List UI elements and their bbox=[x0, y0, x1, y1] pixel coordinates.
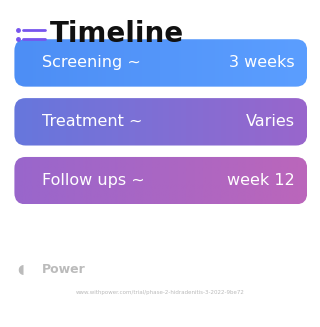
Text: ◖: ◖ bbox=[18, 263, 24, 276]
Text: Power: Power bbox=[42, 263, 85, 276]
FancyBboxPatch shape bbox=[14, 157, 307, 204]
Text: week 12: week 12 bbox=[227, 173, 294, 188]
Text: Follow ups ~: Follow ups ~ bbox=[42, 173, 144, 188]
Text: www.withpower.com/trial/phase-2-hidradenitis-3-2022-9be72: www.withpower.com/trial/phase-2-hidraden… bbox=[76, 290, 244, 295]
Text: Screening ~: Screening ~ bbox=[42, 56, 140, 70]
Text: 3 weeks: 3 weeks bbox=[229, 56, 294, 70]
Text: Varies: Varies bbox=[245, 114, 294, 129]
Text: Timeline: Timeline bbox=[50, 20, 184, 48]
FancyBboxPatch shape bbox=[14, 98, 307, 146]
Text: Treatment ~: Treatment ~ bbox=[42, 114, 142, 129]
FancyBboxPatch shape bbox=[14, 39, 307, 87]
